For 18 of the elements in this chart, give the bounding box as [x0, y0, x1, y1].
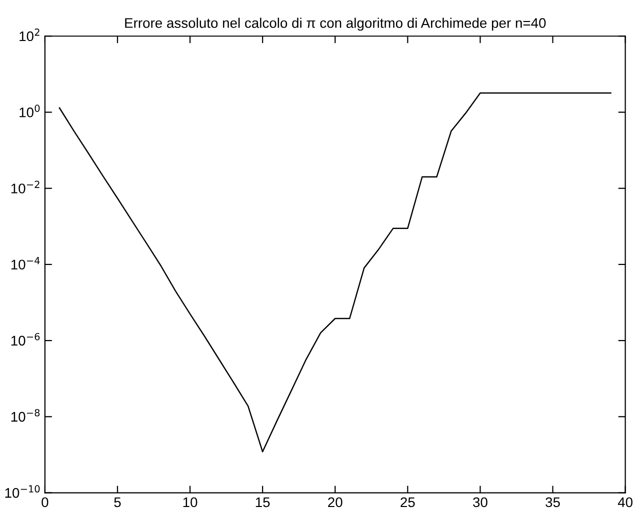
x-tick-label: 35 — [546, 497, 560, 508]
x-tick-label: 30 — [473, 497, 488, 508]
x-tick-label: 5 — [114, 497, 121, 508]
x-tick-label: 25 — [400, 497, 415, 508]
y-tick-label: 10$^{−8}$ — [11, 409, 40, 422]
x-tick-label: 40 — [618, 497, 632, 508]
x-tick-label: 20 — [328, 497, 342, 508]
chart-title: Errore assoluto nel calcolo di π con algoritmo di Archimede per n=40 — [125, 18, 546, 31]
x-tick-label: 0 — [42, 497, 48, 508]
y-tick-label: 10$^{−2}$ — [11, 180, 40, 194]
y-tick-label: 10$^{2}$ — [20, 28, 40, 42]
x-tick-label: 15 — [256, 497, 270, 508]
y-tick-label: 10$^{−6}$ — [11, 332, 40, 346]
line-series — [58, 92, 612, 452]
y-tick-label: 10$^{−4}$ — [11, 256, 40, 270]
y-tick-label: 10$^{0}$ — [20, 104, 40, 118]
y-tick-label: 10$^{−10}$ — [5, 485, 40, 498]
x-tick-label: 10 — [183, 497, 198, 508]
